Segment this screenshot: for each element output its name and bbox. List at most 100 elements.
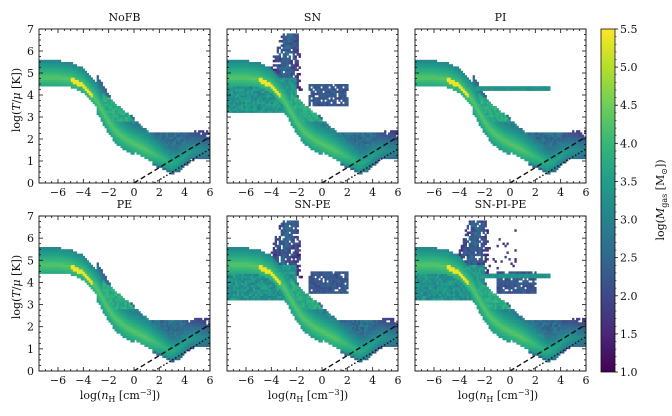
heatmap-cell xyxy=(444,70,448,74)
heatmap-cell xyxy=(328,90,331,94)
heatmap-cell xyxy=(246,79,250,83)
heatmap-cell xyxy=(344,165,347,168)
heatmap-cell xyxy=(472,108,475,111)
heatmap-cell xyxy=(428,75,432,78)
heatmap-cell xyxy=(200,152,203,155)
heatmap-cell xyxy=(78,88,82,91)
heatmap-cell xyxy=(302,117,305,120)
heatmap-cell xyxy=(554,141,557,144)
heatmap-cell xyxy=(158,165,161,168)
heatmap-cell xyxy=(540,167,543,171)
heatmap-cell xyxy=(170,165,173,168)
heatmap-cell xyxy=(478,112,481,116)
heatmap-cell xyxy=(286,101,289,105)
heatmap-cell xyxy=(438,62,442,65)
heatmap-cell xyxy=(112,117,115,120)
heatmap-cell xyxy=(60,264,64,268)
heatmap-cell xyxy=(456,81,460,85)
heatmap-cell xyxy=(268,88,272,91)
heatmap-cell xyxy=(288,35,291,39)
heatmap-cell xyxy=(254,97,258,100)
heatmap-cell xyxy=(374,154,377,157)
heatmap-cell xyxy=(242,79,246,83)
heatmap-cell xyxy=(118,125,121,129)
heatmap-cell xyxy=(506,141,509,144)
heatmap-cell xyxy=(532,141,535,144)
heatmap-cell xyxy=(520,141,523,144)
heatmap-cell xyxy=(242,90,246,94)
heatmap-cell xyxy=(550,154,553,157)
heatmap-cell xyxy=(296,106,299,109)
heatmap-cell xyxy=(284,110,287,113)
heatmap-cell xyxy=(62,75,66,78)
heatmap-cell xyxy=(174,163,177,166)
heatmap-cell xyxy=(236,97,240,100)
heatmap-cell xyxy=(282,75,285,78)
heatmap-cell xyxy=(162,161,165,164)
heatmap-cell xyxy=(204,145,207,149)
heatmap-cell xyxy=(340,154,343,157)
heatmap-cell xyxy=(508,147,511,151)
heatmap-cell xyxy=(292,48,295,52)
heatmap-cell xyxy=(382,141,385,144)
heatmap-cell xyxy=(430,59,434,63)
heatmap-cell xyxy=(246,90,250,94)
heatmap-cell xyxy=(102,108,105,111)
heatmap-cell xyxy=(332,134,335,138)
heatmap-cell xyxy=(584,130,586,133)
heatmap-cell xyxy=(176,169,179,173)
heatmap-cell xyxy=(268,81,272,85)
heatmap-cell xyxy=(120,110,123,113)
heatmap-cell xyxy=(282,99,285,102)
heatmap-cell xyxy=(50,64,54,67)
heatmap-cell xyxy=(88,84,91,87)
heatmap-cell xyxy=(250,79,254,83)
heatmap-cell xyxy=(96,110,99,113)
heatmap-cell xyxy=(170,161,173,164)
heatmap-cell xyxy=(106,128,109,131)
heatmap-cell xyxy=(490,125,493,129)
heatmap-cell xyxy=(550,134,553,138)
heatmap-cell xyxy=(132,147,135,151)
heatmap-cell xyxy=(274,95,278,98)
heatmap-cell xyxy=(528,134,531,138)
heatmap-cell xyxy=(240,99,244,102)
heatmap-cell xyxy=(500,119,503,122)
heatmap-cell xyxy=(284,84,287,87)
heatmap-cell xyxy=(170,167,173,171)
heatmap-cell xyxy=(240,84,244,87)
heatmap-cell xyxy=(364,165,367,168)
heatmap-cell xyxy=(46,262,50,266)
heatmap-cell xyxy=(324,90,327,94)
heatmap-cell xyxy=(344,154,347,157)
heatmap-cell xyxy=(520,134,523,138)
heatmap-cell xyxy=(120,108,123,111)
heatmap-cell xyxy=(492,123,495,127)
heatmap-cell xyxy=(514,128,517,131)
heatmap-cell xyxy=(420,84,424,87)
heatmap-cell xyxy=(480,108,483,111)
heatmap-cell xyxy=(432,68,436,72)
heatmap-cell xyxy=(552,141,555,144)
heatmap-cell xyxy=(64,258,68,261)
heatmap-cell xyxy=(332,154,335,157)
heatmap-cell xyxy=(80,73,84,76)
heatmap-cell xyxy=(60,255,64,259)
heatmap-cell xyxy=(244,75,248,78)
heatmap-cell xyxy=(152,147,155,151)
heatmap-cell xyxy=(102,121,105,124)
heatmap-cell xyxy=(240,59,244,63)
heatmap-cell xyxy=(138,145,141,149)
heatmap-cell xyxy=(468,95,471,98)
heatmap-cell xyxy=(512,134,515,138)
heatmap-cell xyxy=(534,136,537,140)
heatmap-cell xyxy=(272,55,276,58)
heatmap-cell xyxy=(232,64,236,67)
heatmap-cell xyxy=(230,73,234,76)
heatmap-cell xyxy=(384,145,387,149)
heatmap-cell xyxy=(310,119,313,122)
heatmap-cell xyxy=(242,64,246,67)
heatmap-cell xyxy=(548,163,551,166)
heatmap-cell xyxy=(388,145,391,149)
heatmap-cell xyxy=(104,95,107,98)
